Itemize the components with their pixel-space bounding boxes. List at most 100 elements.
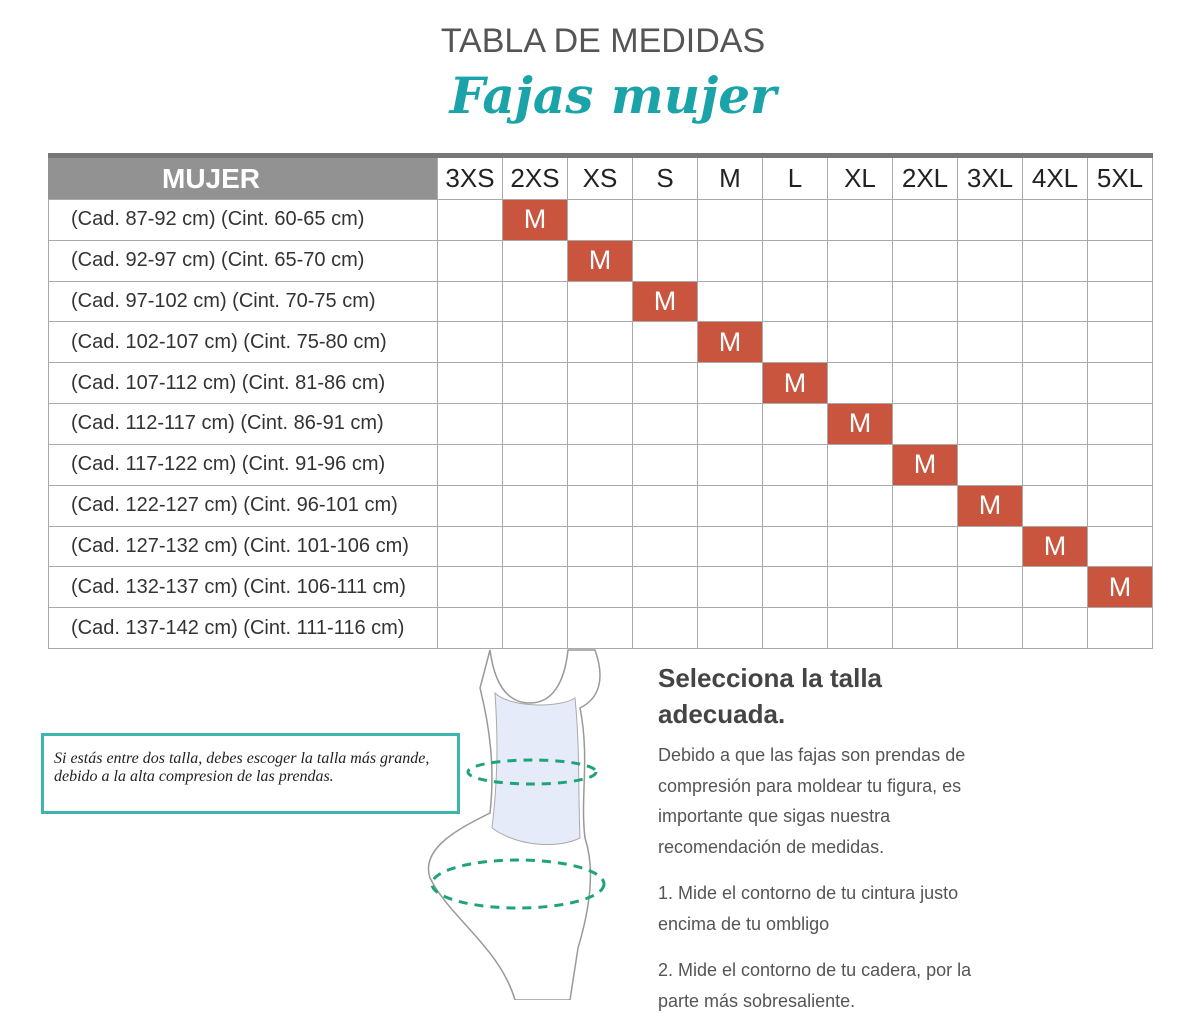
- row-label: (Cad. 112-117 cm) (Cint. 86-91 cm): [48, 404, 438, 445]
- empty-cell: [438, 240, 503, 282]
- size-mark: M: [568, 240, 633, 282]
- empty-cell: [958, 567, 1023, 609]
- empty-cell: [1088, 363, 1153, 405]
- empty-cell: [828, 281, 893, 323]
- column-header: 2XL: [893, 158, 958, 200]
- empty-cell: [958, 526, 1023, 568]
- empty-cell: [698, 526, 763, 568]
- empty-cell: [438, 322, 503, 364]
- empty-cell: [438, 567, 503, 609]
- empty-cell: [633, 526, 698, 568]
- empty-cell: [1023, 281, 1088, 323]
- guide-step: 1. Mide el contorno de tu cintura justo …: [658, 883, 959, 934]
- empty-cell: [1023, 404, 1088, 445]
- empty-cell: [568, 322, 633, 364]
- empty-cell: [763, 526, 828, 568]
- empty-cell: [633, 444, 698, 486]
- column-header: S: [633, 158, 698, 200]
- size-mark: M: [763, 363, 828, 405]
- empty-cell: [438, 281, 503, 323]
- column-header: XS: [568, 158, 633, 200]
- empty-cell: [893, 567, 958, 609]
- empty-cell: [698, 281, 763, 323]
- empty-cell: [828, 200, 893, 241]
- empty-cell: [568, 485, 633, 527]
- empty-cell: [763, 281, 828, 323]
- empty-cell: [503, 240, 568, 282]
- column-header: 3XL: [958, 158, 1023, 200]
- empty-cell: [1088, 322, 1153, 364]
- empty-cell: [633, 240, 698, 282]
- empty-cell: [503, 526, 568, 568]
- row-label: (Cad. 137-142 cm) (Cint. 111-116 cm): [48, 608, 438, 649]
- empty-cell: [568, 281, 633, 323]
- empty-cell: [958, 281, 1023, 323]
- empty-cell: [1088, 608, 1153, 649]
- empty-cell: [503, 363, 568, 405]
- empty-cell: [763, 322, 828, 364]
- empty-cell: [763, 200, 828, 241]
- empty-cell: [828, 526, 893, 568]
- empty-cell: [1088, 200, 1153, 241]
- empty-cell: [828, 363, 893, 405]
- empty-cell: [633, 485, 698, 527]
- empty-cell: [1023, 444, 1088, 486]
- empty-cell: [438, 404, 503, 445]
- column-header: 4XL: [1023, 158, 1088, 200]
- size-mark: M: [893, 444, 958, 486]
- row-label: (Cad. 132-137 cm) (Cint. 106-111 cm): [48, 567, 438, 609]
- empty-cell: [438, 608, 503, 649]
- note: Si estás entre dos talla, debes escoger …: [41, 733, 460, 814]
- empty-cell: [893, 404, 958, 445]
- empty-cell: [438, 200, 503, 241]
- empty-cell: [568, 200, 633, 241]
- body-figure: [427, 649, 606, 1000]
- guide-intro: Debido a que las fajas son prendas de co…: [658, 745, 966, 857]
- empty-cell: [568, 526, 633, 568]
- empty-cell: [958, 200, 1023, 241]
- empty-cell: [1088, 281, 1153, 323]
- empty-cell: [958, 608, 1023, 649]
- empty-cell: [958, 444, 1023, 486]
- size-mark: M: [633, 281, 698, 323]
- empty-cell: [633, 363, 698, 405]
- empty-cell: [1023, 240, 1088, 282]
- empty-cell: [828, 485, 893, 527]
- empty-cell: [763, 608, 828, 649]
- empty-cell: [763, 567, 828, 609]
- title: TABLA DE MEDIDAS: [440, 22, 766, 60]
- empty-cell: [1088, 526, 1153, 568]
- page: TABLA DE MEDIDAS Fajas mujer MUJER 3XS 2XS…: [41, 22, 1153, 1011]
- empty-cell: [503, 444, 568, 486]
- size-mark: M: [828, 404, 893, 445]
- empty-cell: [568, 363, 633, 405]
- row-label: (Cad. 122-127 cm) (Cint. 96-101 cm): [48, 485, 438, 527]
- empty-cell: [763, 444, 828, 486]
- row-label: (Cad. 92-97 cm) (Cint. 65-70 cm): [48, 240, 438, 282]
- column-header: M: [698, 158, 763, 200]
- subtitle: Fajas mujer: [449, 66, 777, 125]
- empty-cell: [893, 485, 958, 527]
- row-label: (Cad. 102-107 cm) (Cint. 75-80 cm): [48, 322, 438, 364]
- column-header: 3XS: [438, 158, 503, 200]
- row-label: (Cad. 127-132 cm) (Cint. 101-106 cm): [48, 526, 438, 568]
- empty-cell: [828, 608, 893, 649]
- empty-cell: [503, 485, 568, 527]
- empty-cell: [893, 200, 958, 241]
- empty-cell: [698, 363, 763, 405]
- column-header: L: [763, 158, 828, 200]
- empty-cell: [1023, 608, 1088, 649]
- row-label: (Cad. 117-122 cm) (Cint. 91-96 cm): [48, 444, 438, 486]
- column-header: XL: [828, 158, 893, 200]
- size-mark: M: [958, 485, 1023, 527]
- empty-cell: [1088, 444, 1153, 486]
- empty-cell: [698, 567, 763, 609]
- empty-cell: [698, 608, 763, 649]
- empty-cell: [633, 404, 698, 445]
- empty-cell: [1088, 240, 1153, 282]
- empty-cell: [828, 240, 893, 282]
- empty-cell: [698, 444, 763, 486]
- empty-cell: [828, 322, 893, 364]
- empty-cell: [763, 404, 828, 445]
- empty-cell: [828, 567, 893, 609]
